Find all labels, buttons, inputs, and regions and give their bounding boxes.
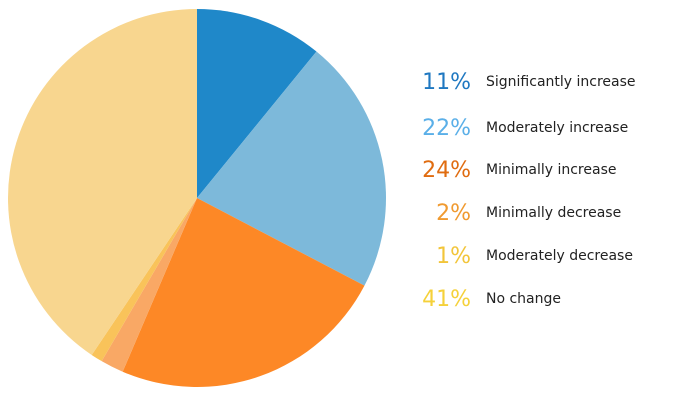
legend-label: No change (486, 291, 561, 307)
legend-value: 2% (436, 201, 471, 226)
legend-label: Minimally decrease (486, 205, 621, 221)
pie-slice (101, 198, 197, 372)
legend-value: 1% (436, 244, 471, 269)
legend-value: 24% (422, 158, 471, 183)
legend-label: Moderately decrease (486, 248, 633, 264)
legend-value: 22% (422, 116, 471, 141)
legend-value: 41% (422, 287, 471, 312)
legend-label: Minimally increase (486, 162, 616, 178)
legend-label: Moderately increase (486, 120, 628, 136)
legend-value: 11% (422, 70, 471, 95)
pie-slice (8, 9, 198, 355)
legend-label: Significantly increase (486, 74, 636, 90)
pie-slice (122, 198, 365, 387)
pie-slice (91, 198, 197, 362)
pie-slice (197, 51, 386, 286)
pie-slice (197, 9, 317, 198)
